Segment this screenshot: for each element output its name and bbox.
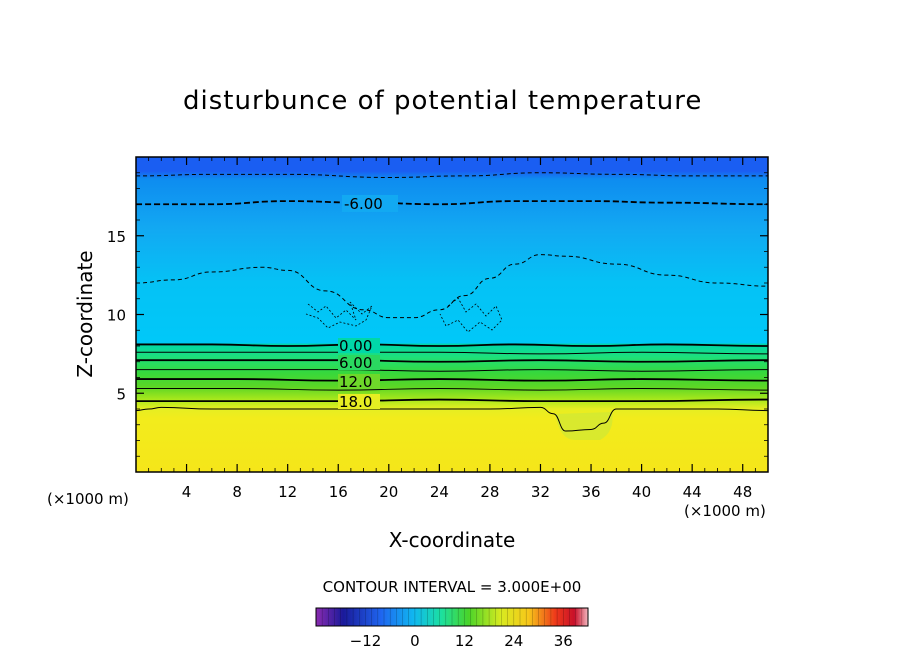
x-tick-label: 8	[232, 483, 242, 501]
contour-line-6	[136, 359, 768, 363]
contour-label-12: 12.0	[339, 373, 372, 391]
x-tick-label: 28	[480, 483, 499, 501]
x-tick-label: 44	[683, 483, 702, 501]
x-tick-label: 40	[632, 483, 651, 501]
contour-label-0: 0.00	[339, 337, 372, 355]
contour-label-neg6: -6.00	[344, 195, 383, 213]
contour-line-3	[136, 351, 768, 355]
x-unit-right: (×1000 m)	[684, 502, 766, 520]
x-tick-label: 20	[379, 483, 398, 501]
y-axis: 5 10 15	[107, 172, 768, 457]
x-tick-label: 36	[581, 483, 600, 501]
contour-line-15	[136, 388, 768, 391]
colorbar-tick-label: −12	[350, 632, 382, 650]
x-unit-left: (×1000 m)	[47, 490, 129, 508]
contour-line-neg6	[136, 200, 768, 206]
y-tick-label: 15	[107, 228, 126, 246]
contour-line-21	[136, 406, 768, 432]
contour-lines	[136, 172, 768, 432]
heatmap-field	[136, 157, 768, 472]
x-tick-label: 16	[329, 483, 348, 501]
contour-line-12	[136, 378, 768, 382]
contour-label-6: 6.00	[339, 354, 372, 372]
x-axis-label: X-coordinate	[389, 528, 516, 552]
colorbar-tick-label: 24	[504, 632, 523, 650]
chart-title: disturbunce of potential temperature	[183, 86, 703, 116]
contour-line-9	[136, 369, 768, 372]
colorbar-ticks: −12 0 12 24 36	[350, 632, 573, 650]
turbulence-scribbles	[305, 297, 503, 333]
colorbar-tick-label: 0	[410, 632, 420, 650]
colorbar-tick-label: 12	[455, 632, 474, 650]
y-tick-label: 5	[116, 385, 126, 403]
colorbar-tick-label: 36	[554, 632, 573, 650]
contour-line-0	[136, 343, 768, 347]
contour-interval-label: CONTOUR INTERVAL = 3.000E+00	[323, 578, 582, 596]
colorbar	[315, 607, 589, 627]
y-tick-label: 10	[107, 307, 126, 325]
x-tick-label: 48	[733, 483, 752, 501]
x-axis: 4 8 12 16 20 24 28 32 36 40 44 48	[148, 157, 756, 501]
x-tick-label: 4	[182, 483, 192, 501]
scribble-left	[305, 301, 373, 329]
y-axis-label: Z-coordinate	[73, 250, 97, 377]
scribble-right	[439, 297, 503, 333]
contour-line-neg3	[136, 254, 768, 319]
contour-line-neg9	[136, 172, 768, 178]
x-tick-label: 24	[430, 483, 449, 501]
contour-label-group: -6.00 0.00 6.00 12.0 18.0	[338, 195, 398, 411]
x-tick-label: 32	[531, 483, 550, 501]
dip-shading	[555, 412, 613, 440]
contour-line-18	[136, 398, 768, 403]
contour-label-18: 18.0	[339, 393, 372, 411]
x-tick-label: 12	[278, 483, 297, 501]
colorbar-divisions	[315, 608, 589, 626]
